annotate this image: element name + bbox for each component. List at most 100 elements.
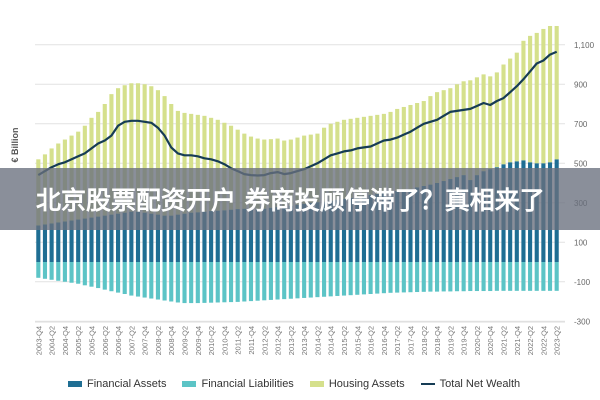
bar-housing-assets bbox=[508, 58, 513, 163]
bar-housing-assets bbox=[102, 104, 107, 216]
bar-financial-assets bbox=[129, 211, 134, 262]
bar-financial-liabilities bbox=[282, 262, 287, 300]
bar-housing-assets bbox=[175, 110, 180, 215]
bar-housing-assets bbox=[169, 104, 174, 216]
bar-housing-assets bbox=[541, 28, 546, 164]
bar-financial-liabilities bbox=[328, 262, 333, 297]
bar-financial-liabilities bbox=[56, 262, 61, 281]
x-tick-label: 2020-Q2 bbox=[473, 326, 482, 355]
bar-housing-assets bbox=[448, 88, 453, 180]
bar-financial-liabilities bbox=[275, 262, 280, 300]
bar-housing-assets bbox=[135, 83, 141, 212]
legend-label: Total Net Wealth bbox=[439, 378, 521, 390]
bar-financial-liabilities bbox=[315, 262, 320, 298]
banner-title: 北京股票配资开户 券商投顾停滞了？真相来了 bbox=[36, 186, 545, 215]
bar-housing-assets bbox=[89, 117, 94, 218]
bar-financial-liabilities bbox=[42, 262, 48, 279]
x-tick-label: 2016-Q4 bbox=[380, 326, 389, 355]
bar-housing-assets bbox=[182, 112, 187, 214]
legend-label: Housing Assets bbox=[328, 378, 405, 390]
bar-financial-liabilities bbox=[248, 262, 254, 302]
x-tick-label: 2013-Q4 bbox=[300, 326, 309, 355]
x-tick-label: 2004-Q2 bbox=[48, 326, 57, 355]
x-tick-label: 2020-Q4 bbox=[486, 326, 495, 355]
bar-housing-assets bbox=[488, 76, 493, 170]
bar-financial-assets bbox=[209, 211, 214, 262]
total-net-wealth-swatch bbox=[420, 382, 435, 386]
x-tick-label: 2018-Q2 bbox=[420, 326, 429, 355]
bar-financial-liabilities bbox=[368, 262, 373, 294]
bar-financial-liabilities bbox=[474, 262, 479, 292]
bar-financial-liabilities bbox=[255, 262, 260, 301]
y-tick-label: 1,100 bbox=[574, 41, 595, 50]
bar-financial-liabilities bbox=[494, 262, 499, 291]
bar-financial-assets bbox=[149, 213, 154, 262]
bar-housing-assets bbox=[415, 103, 420, 188]
x-tick-label: 2022-Q4 bbox=[539, 326, 548, 355]
x-tick-label: 2004-Q4 bbox=[61, 326, 70, 355]
bar-financial-liabilities bbox=[175, 262, 180, 303]
bar-financial-assets bbox=[122, 212, 127, 262]
x-tick-label: 2015-Q2 bbox=[340, 326, 349, 355]
bar-financial-assets bbox=[69, 220, 74, 262]
x-tick-label: 2014-Q2 bbox=[313, 326, 322, 355]
bar-housing-assets bbox=[521, 40, 526, 161]
bar-financial-liabilities bbox=[268, 262, 273, 300]
bar-financial-liabilities bbox=[341, 262, 347, 296]
bars bbox=[36, 25, 559, 304]
bar-financial-liabilities bbox=[421, 262, 426, 292]
x-tick-label: 2008-Q2 bbox=[154, 326, 163, 355]
x-tick-label: 2015-Q4 bbox=[353, 326, 362, 355]
title-banner: 北京股票配资开户 券商投顾停滞了？真相来了 bbox=[0, 168, 600, 230]
legend-item-financial-liabilities: Financial Liabilities bbox=[182, 378, 294, 390]
bar-financial-liabilities bbox=[441, 262, 446, 292]
bar-financial-assets bbox=[109, 214, 114, 262]
bar-housing-assets bbox=[388, 111, 393, 192]
bar-financial-liabilities bbox=[36, 262, 41, 278]
x-tick-label: 2010-Q4 bbox=[220, 326, 229, 355]
bar-financial-liabilities bbox=[102, 262, 107, 290]
bar-financial-liabilities bbox=[82, 262, 87, 286]
bar-housing-assets bbox=[155, 90, 161, 215]
bar-housing-assets bbox=[341, 119, 347, 199]
bar-housing-assets bbox=[222, 122, 227, 211]
bar-housing-assets bbox=[96, 111, 101, 217]
x-axis-ticks: 2003-Q4 2004-Q2 2004-Q4 2005-Q2 2005-Q4 2006-… bbox=[34, 321, 565, 355]
bar-financial-assets bbox=[328, 200, 333, 262]
bar-financial-liabilities bbox=[375, 262, 380, 294]
bar-financial-liabilities bbox=[142, 262, 147, 298]
financial-assets-swatch bbox=[68, 381, 82, 387]
bar-financial-assets bbox=[155, 214, 161, 262]
bar-financial-liabilities bbox=[302, 262, 307, 298]
bar-financial-liabilities bbox=[228, 262, 234, 303]
bar-financial-assets bbox=[82, 218, 87, 262]
x-tick-label: 2019-Q4 bbox=[460, 326, 469, 355]
bar-financial-liabilities bbox=[454, 262, 460, 292]
legend-label: Financial Liabilities bbox=[201, 378, 294, 390]
financial-liabilities-swatch bbox=[182, 381, 197, 387]
x-tick-label: 2011-Q2 bbox=[234, 326, 243, 355]
bar-financial-liabilities bbox=[461, 262, 466, 292]
bar-housing-assets bbox=[474, 77, 479, 176]
x-tick-label: 2016-Q2 bbox=[367, 326, 376, 355]
bar-financial-assets bbox=[302, 203, 307, 262]
bar-housing-assets bbox=[381, 113, 386, 193]
bar-financial-assets bbox=[42, 224, 48, 262]
bar-housing-assets bbox=[122, 85, 127, 213]
x-tick-label: 2003-Q4 bbox=[34, 326, 43, 355]
bar-housing-assets bbox=[454, 84, 460, 178]
bar-housing-assets bbox=[554, 25, 559, 160]
bar-financial-liabilities bbox=[262, 262, 267, 301]
bar-housing-assets bbox=[501, 64, 506, 165]
x-tick-label: 2006-Q4 bbox=[114, 326, 123, 355]
y-tick-label: -100 bbox=[574, 278, 591, 287]
bar-housing-assets bbox=[441, 90, 446, 182]
bar-housing-assets bbox=[534, 32, 539, 164]
bar-financial-assets bbox=[102, 215, 107, 262]
x-tick-label: 2023-Q2 bbox=[553, 326, 562, 355]
bar-financial-assets bbox=[322, 201, 327, 262]
bar-financial-assets bbox=[96, 216, 101, 262]
x-tick-label: 2017-Q2 bbox=[393, 326, 402, 355]
bar-financial-liabilities bbox=[162, 262, 167, 301]
x-tick-label: 2005-Q4 bbox=[88, 326, 97, 355]
